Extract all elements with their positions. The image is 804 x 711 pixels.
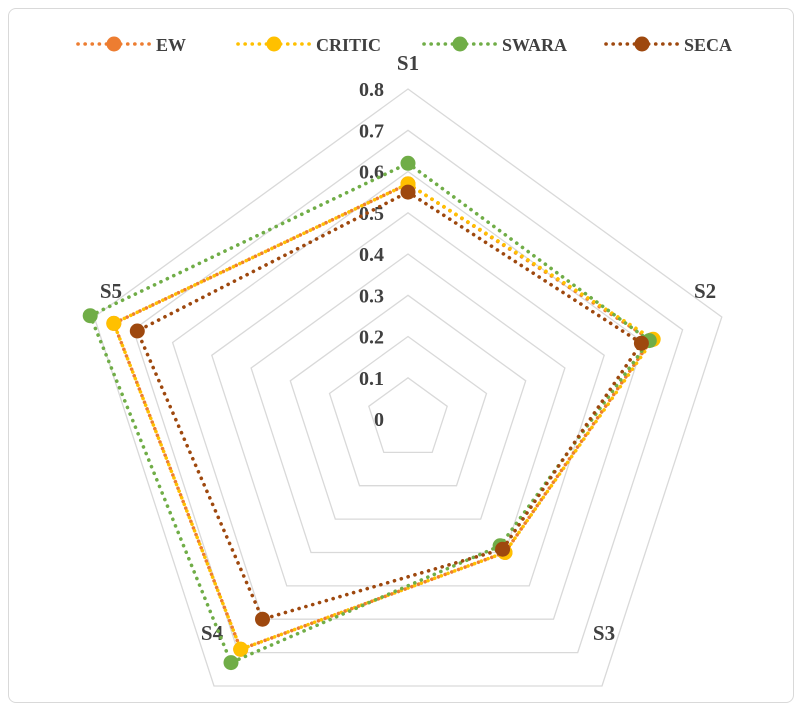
radial-tick-label: 0.4 [359,244,384,266]
data-point-seca-s2 [633,335,649,351]
category-labels: S1 S2 S3 S4 S5 [100,51,716,645]
data-point-swara-s5 [82,308,98,324]
legend-marker [452,36,468,52]
series-line-critic [111,181,656,652]
data-point-seca-s5 [129,323,145,339]
legend-marker [266,36,282,52]
legend-marker [634,36,650,52]
series [82,155,661,671]
grid-ring [211,211,605,587]
grid-ring [132,129,684,654]
radial-tick-label: 0.1 [359,368,384,390]
series-line-seca [134,190,644,622]
data-point-seca-s3 [495,541,511,557]
radial-tick-labels: 00.10.20.30.40.50.60.70.8 [359,79,384,431]
legend-marker [106,36,122,52]
category-label-s4: S4 [201,621,224,645]
grid-ring [171,170,645,620]
legend-item-ew: EW [76,35,186,55]
category-label-s5: S5 [100,279,122,303]
category-label-s3: S3 [593,621,615,645]
radial-tick-label: 0.3 [359,285,384,307]
legend-item-critic: CRITIC [236,35,381,55]
grid-ring [328,335,488,487]
data-point-swara-s4 [223,655,239,671]
legend-label: EW [156,35,186,55]
legend: EW CRITIC SWARA SECA [76,35,732,55]
radial-tick-label: 0 [374,409,384,431]
grid-ring [250,253,566,554]
legend-item-seca: SECA [604,35,732,55]
data-point-critic-s4 [233,641,249,657]
data-point-critic-s5 [106,315,122,331]
series-swara [82,155,657,671]
grid-ring [368,376,448,454]
radial-tick-label: 0.2 [359,327,384,349]
radial-tick-label: 0.5 [359,203,384,225]
legend-label: CRITIC [316,35,381,55]
legend-item-swara: SWARA [422,35,567,55]
data-point-swara-s1 [400,155,416,171]
legend-label: SWARA [502,35,567,55]
data-point-seca-s4 [255,611,270,627]
series-seca [129,184,649,627]
series-line-swara [87,161,652,665]
radial-tick-label: 0.7 [359,120,384,142]
grid-ring [289,294,527,520]
category-label-s2: S2 [694,279,716,303]
data-point-seca-s1 [400,184,416,200]
radial-tick-label: 0.8 [359,79,384,101]
grid-ring [93,88,723,687]
legend-label: SECA [684,35,732,55]
category-label-s1: S1 [397,51,419,75]
